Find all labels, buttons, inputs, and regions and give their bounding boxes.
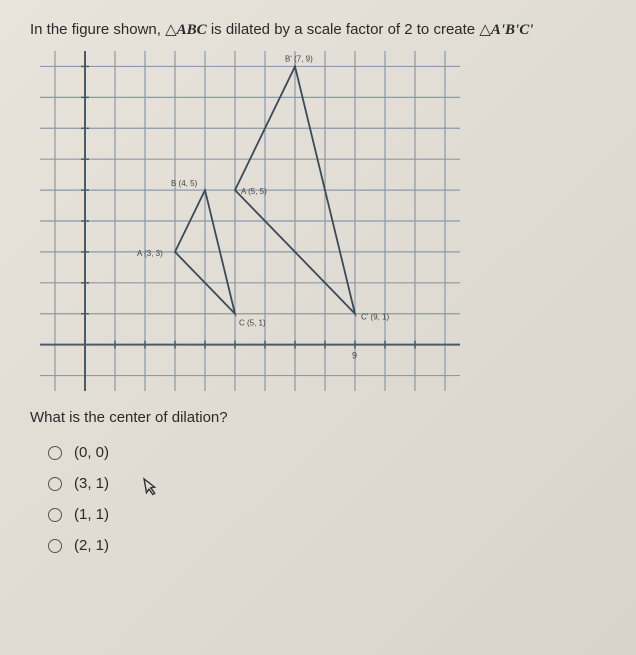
svg-text:9: 9 — [352, 351, 357, 361]
svg-text:C' (9, 1): C' (9, 1) — [361, 313, 390, 322]
graph-svg: 9 A (3, 3) B (4, 5) A (5, 5) C (5, 1) B' (7, … — [40, 51, 460, 391]
tri2-lbl: A'B'C' — [491, 22, 534, 38]
option-label: (0, 0) — [74, 444, 109, 461]
option-label: (1, 1) — [74, 506, 109, 523]
svg-text:A (3, 3): A (3, 3) — [137, 249, 163, 258]
answer-options: (0, 0) (3, 1) (1, 1) (2, 1) — [48, 444, 606, 554]
dilation-graph: 9 A (3, 3) B (4, 5) A (5, 5) C (5, 1) B' (7, … — [40, 51, 460, 391]
q-mid: is dilated by a scale factor of 2 to cre… — [207, 21, 480, 38]
tri1-lbl: ABC — [177, 22, 207, 38]
option-2[interactable]: (1, 1) — [48, 506, 606, 523]
radio-icon — [48, 446, 62, 460]
radio-icon — [48, 508, 62, 522]
option-label: (2, 1) — [74, 537, 109, 554]
radio-icon — [48, 539, 62, 553]
svg-text:B' (7, 9): B' (7, 9) — [285, 54, 313, 63]
svg-text:C (5, 1): C (5, 1) — [239, 319, 266, 328]
q-prefix: In the figure shown, — [30, 21, 165, 38]
radio-icon — [48, 477, 62, 491]
option-3[interactable]: (2, 1) — [48, 537, 606, 554]
question-prompt: In the figure shown, △ABC is dilated by … — [30, 20, 606, 39]
tri1-sym: △ — [165, 22, 177, 38]
svg-text:B (4, 5): B (4, 5) — [171, 179, 198, 188]
option-0[interactable]: (0, 0) — [48, 444, 606, 461]
svg-text:A (5, 5): A (5, 5) — [241, 187, 267, 196]
tri2-sym: △ — [479, 22, 491, 38]
option-1[interactable]: (3, 1) — [48, 475, 606, 492]
sub-question: What is the center of dilation? — [30, 409, 606, 426]
option-label: (3, 1) — [74, 475, 109, 492]
